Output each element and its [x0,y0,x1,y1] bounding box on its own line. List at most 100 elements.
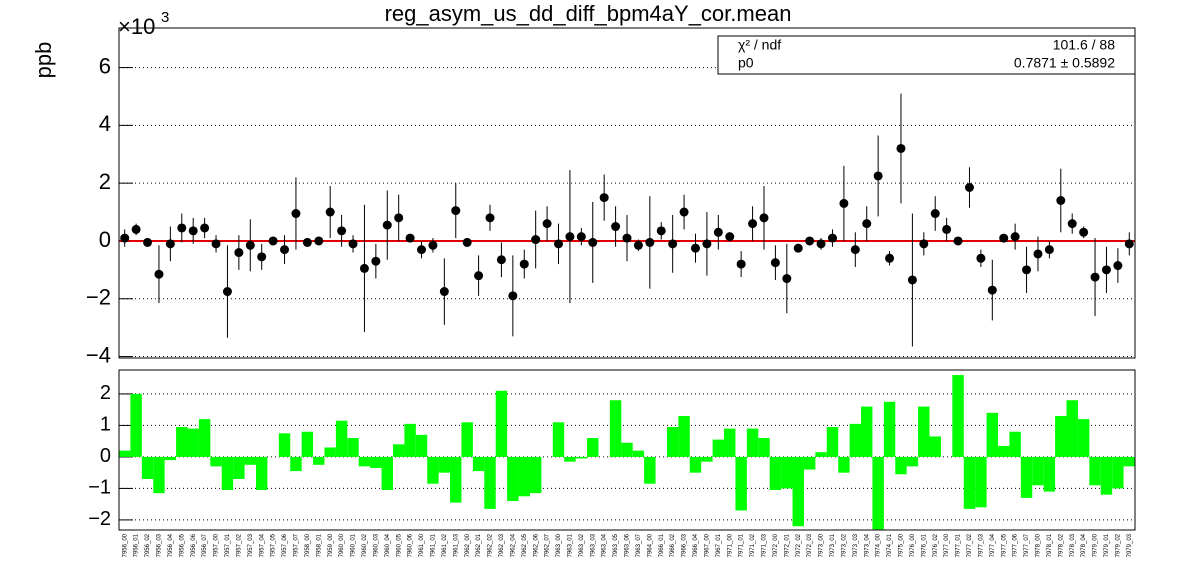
data-point [439,287,449,297]
x-tick-label: 7976_02 [933,533,939,557]
data-point [1056,196,1066,206]
x-tick-label: 7976_00 [910,533,916,557]
data-point [405,233,415,243]
data-point [211,239,221,249]
bar [290,456,302,472]
data-point [633,240,643,250]
x-tick-label: 7960_05 [396,533,402,557]
x-tick-label: 7977_07 [1024,533,1030,557]
bar [929,436,941,457]
x-tick-label: 7960_04 [385,533,391,557]
data-point [1090,272,1100,282]
bar [621,442,633,457]
data-point [1010,232,1020,242]
data-point [382,220,392,230]
bar [484,456,496,509]
data-point [713,227,723,237]
data-point [519,259,529,269]
data-point [531,235,541,245]
bar [301,431,314,457]
bar [644,456,656,484]
data-point [770,258,780,268]
x-tick-label: 7962_05 [522,533,528,557]
x-tick-label: 7962_02 [488,533,494,557]
bar [781,456,793,489]
bar [895,456,907,475]
data-point [964,182,974,192]
bar [221,456,234,490]
data-point [622,233,632,243]
bar [724,428,736,457]
data-point [588,237,598,247]
data-point [748,219,758,229]
x-tick-label: 7962_04 [510,533,516,557]
x-tick-label: 7977_05 [1001,533,1007,557]
x-tick-label: 7978_03 [1070,533,1076,557]
bar [1077,419,1090,457]
x-tick-label: 7978_01 [1047,533,1053,557]
x-tick-label: 7962_03 [499,533,505,557]
bar [689,456,702,473]
bar [609,400,622,457]
x-tick-label: 7957_01 [225,533,231,557]
bar [450,456,462,503]
bar [176,427,188,457]
bar [472,456,485,472]
bar [495,390,508,457]
x-tick-label: 7961_02 [442,533,448,557]
bar [392,444,405,457]
data-point [302,237,312,247]
data-point [188,226,198,236]
bar [427,456,439,484]
data-point [679,207,689,217]
data-point [394,213,404,223]
x-tick-label: 7963_05 [613,533,619,557]
bar [906,456,919,467]
x-tick-label: 7963_03 [590,533,596,557]
x-tick-label: 7957_03 [248,533,254,557]
bar [712,439,725,457]
x-tick-label: 7960_03 [373,533,379,557]
x-tick-label: 7966_03 [682,533,688,557]
x-tick-label: 7963_04 [602,533,608,557]
data-point [200,223,210,233]
data-point [827,233,837,243]
x-tick-label: 7960_02 [362,533,368,557]
x-tick-label: 7966_02 [670,533,676,557]
data-point [268,236,278,246]
bar [130,393,142,457]
x-tick-label: 7973_03 [853,533,859,557]
data-point [850,245,860,255]
data-point [759,213,769,223]
bar [735,456,747,511]
x-tick-label: 7971_03 [762,533,768,557]
data-point [953,236,963,246]
x-tick-label: 7957_05 [271,533,277,557]
y-tick-label: 1 [100,414,111,436]
bar [918,406,930,457]
x-tick-label: 7957_06 [282,533,288,557]
data-point [576,232,586,242]
x-tick-label: 7973_04 [864,533,870,557]
stats-box [717,35,1136,75]
y-tick-label: −2 [86,285,111,310]
x-tick-label: 7973_01 [830,533,836,557]
y-scale-label: ×10 [118,14,155,39]
x-tick-label: 7956_05 [179,533,185,557]
bar [438,456,451,473]
x-tick-label: 7979_02 [1115,533,1121,557]
x-tick-label: 7977_01 [956,533,962,557]
data-point [234,248,244,258]
y-tick-label: 2 [100,382,111,404]
x-tick-label: 7957_07 [294,533,300,557]
x-tick-label: 7958_01 [316,533,322,557]
data-point [976,253,986,263]
bar [849,423,862,457]
data-point [177,223,187,233]
data-point [896,143,906,153]
bar [1066,400,1078,457]
data-point [474,271,484,281]
data-point [428,240,438,250]
y-tick-label: 0 [100,445,111,467]
bar [415,434,428,457]
